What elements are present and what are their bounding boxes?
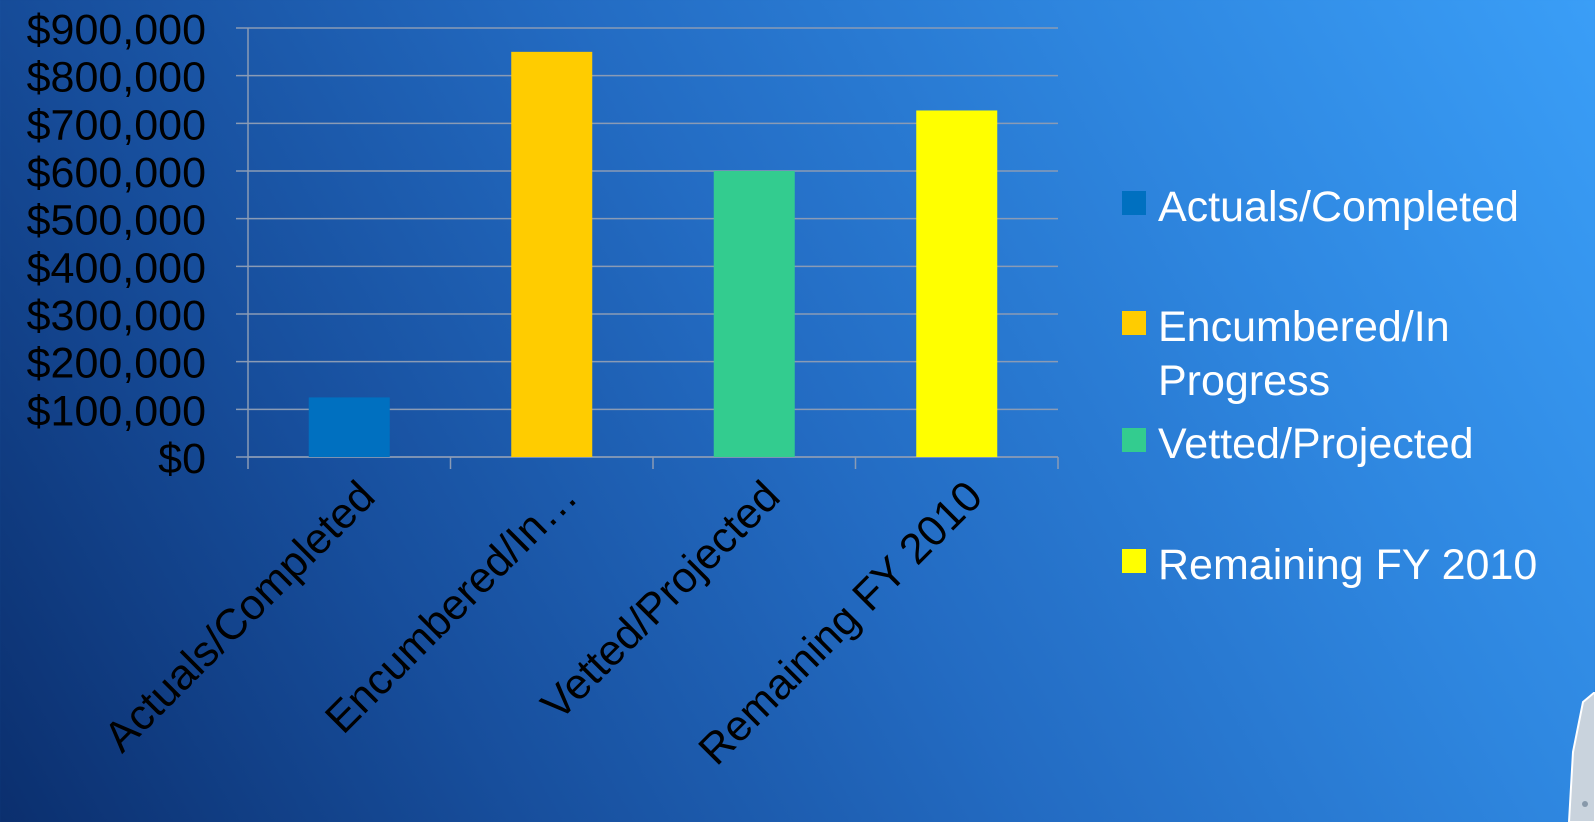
y-tick-label: $800,000 xyxy=(27,54,206,102)
legend-label: Remaining FY 2010 xyxy=(1158,541,1538,589)
y-tick-label: $400,000 xyxy=(27,244,206,292)
y-tick-label: $600,000 xyxy=(27,149,206,197)
bar xyxy=(511,51,593,457)
legend-swatch xyxy=(1122,428,1146,452)
legend-swatch xyxy=(1122,549,1146,573)
y-tick-label: $300,000 xyxy=(27,292,206,340)
legend-swatch xyxy=(1122,311,1146,335)
bar xyxy=(308,397,390,457)
bar xyxy=(713,171,795,457)
legend-item-remaining: Remaining FY 2010 xyxy=(1122,538,1578,592)
y-tick-label: $700,000 xyxy=(27,101,206,149)
bar xyxy=(916,110,998,458)
legend-item-vetted: Vetted/Projected xyxy=(1122,417,1578,471)
y-tick-label: $500,000 xyxy=(27,197,206,245)
y-tick-label: $0 xyxy=(158,435,206,483)
legend-item-encumbered: Encumbered/In Progress xyxy=(1122,300,1578,408)
bar-chart: $0$100,000$200,000$300,000$400,000$500,0… xyxy=(27,6,1059,774)
legend-swatch xyxy=(1122,191,1146,215)
legend-label: Vetted/Projected xyxy=(1158,420,1474,468)
y-tick-label: $900,000 xyxy=(27,6,206,54)
legend-label: Encumbered/In Progress xyxy=(1158,303,1450,405)
legend-label: Actuals/Completed xyxy=(1158,183,1519,231)
y-tick-label: $100,000 xyxy=(27,387,206,435)
y-tick-label: $200,000 xyxy=(27,340,206,388)
legend-item-actuals: Actuals/Completed xyxy=(1122,180,1578,234)
corner-decoration-image xyxy=(1567,692,1595,822)
